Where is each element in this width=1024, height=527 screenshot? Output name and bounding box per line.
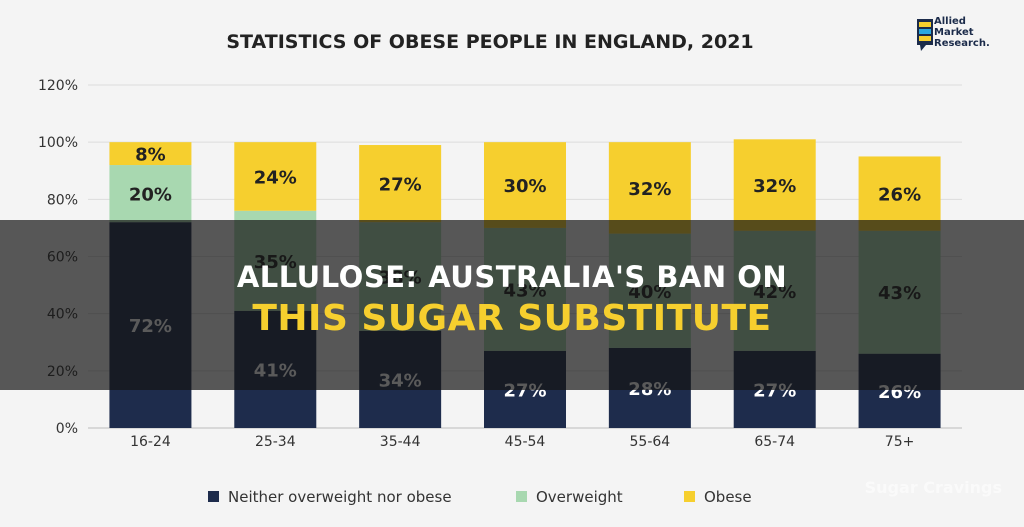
- data-label: 27%: [379, 175, 422, 196]
- overlay-headline-line2: THIS SUGAR SUBSTITUTE: [252, 298, 772, 339]
- logo-text-line3: Research.: [934, 38, 990, 49]
- x-axis-ticks: 16-24 25-34 35-44 45-54 55-64 65-74 75+: [130, 434, 914, 450]
- data-label: 24%: [254, 167, 297, 188]
- bar-segment: [484, 142, 566, 228]
- bar-segment: [733, 139, 816, 231]
- bar-segment: [359, 145, 442, 223]
- x-tick-label: 16-24: [130, 434, 171, 450]
- brand-logo: Allied Market Research.: [916, 16, 1016, 62]
- y-tick-label: 0%: [56, 421, 78, 437]
- watermark: Sugar Cravings: [864, 478, 1002, 497]
- legend-label: Obese: [704, 488, 752, 506]
- bar-segment: [858, 156, 941, 231]
- y-tick-label: 80%: [47, 192, 78, 208]
- x-tick-label: 55-64: [630, 434, 671, 450]
- data-label: 8%: [135, 145, 166, 166]
- x-tick-label: 75+: [885, 434, 915, 450]
- data-label: 32%: [628, 179, 671, 200]
- data-label: 32%: [753, 176, 796, 197]
- bar-segment: [608, 142, 691, 234]
- bar-segment: [109, 165, 192, 223]
- chart-title: STATISTICS OF OBESE PEOPLE IN ENGLAND, 2…: [226, 31, 753, 53]
- logo-mark-icon: [917, 19, 933, 51]
- legend-swatch: [208, 491, 219, 502]
- title-overlay-band: [0, 220, 1024, 390]
- data-label: 30%: [503, 176, 546, 197]
- data-label: 26%: [878, 185, 921, 206]
- legend-swatch: [516, 491, 527, 502]
- x-tick-label: 45-54: [505, 434, 546, 450]
- legend-label: Overweight: [536, 488, 623, 506]
- y-tick-label: 120%: [38, 78, 78, 94]
- logo-text-line2: Market: [934, 27, 974, 38]
- overlay-headline-line1: ALLULOSE: AUSTRALIA'S BAN ON: [236, 260, 788, 294]
- x-tick-label: 65-74: [754, 434, 795, 450]
- y-tick-label: 100%: [38, 135, 78, 151]
- legend-swatch: [684, 491, 695, 502]
- x-tick-label: 35-44: [380, 434, 421, 450]
- bar-segment: [109, 142, 192, 166]
- logo-text-line1: Allied: [934, 16, 966, 27]
- data-label: 20%: [129, 185, 172, 206]
- bar-segment: [234, 142, 317, 211]
- legend: Neither overweight nor obese Overweight Ob…: [208, 488, 752, 506]
- x-tick-label: 25-34: [255, 434, 296, 450]
- legend-label: Neither overweight nor obese: [228, 488, 452, 506]
- overlay-headline: ALLULOSE: AUSTRALIA'S BAN ON THIS SUGAR …: [0, 258, 1024, 342]
